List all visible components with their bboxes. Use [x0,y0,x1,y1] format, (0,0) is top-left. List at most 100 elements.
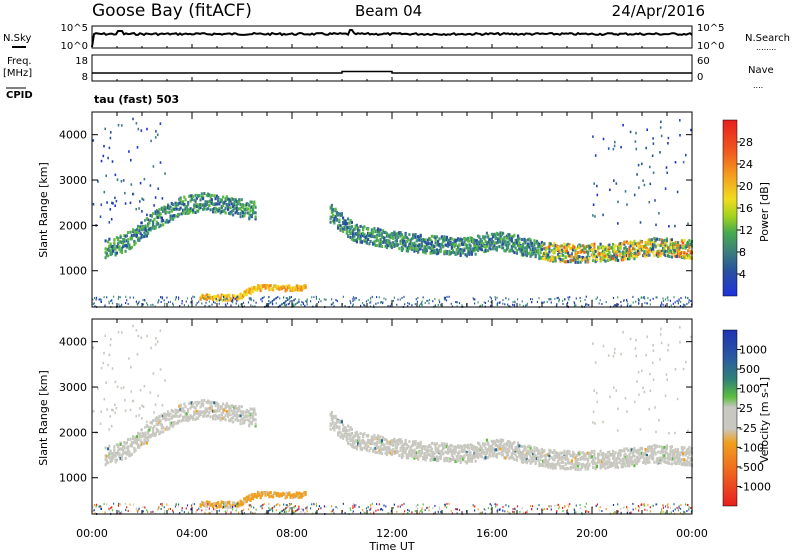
power-echo [390,235,393,239]
velocity-echo [577,464,580,468]
velocity-echo [450,457,453,461]
power-echo [387,305,389,308]
power-echo [670,251,673,255]
power-echo [615,304,617,307]
power-echo [178,201,181,205]
velocity-echo [504,448,507,452]
power-echo [437,303,439,306]
power-echo [669,245,672,249]
velocity-echo [622,462,625,466]
power-echo [667,142,669,145]
velocity-echo [380,447,383,451]
velocity-echo [635,449,638,453]
velocity-echo [425,449,428,453]
velocity-echo [332,414,335,418]
velocity-echo [507,450,510,454]
power-echo [550,249,553,253]
velocity-echo [662,455,665,459]
velocity-echo [167,427,170,431]
power-echo [688,246,691,250]
velocity-echo [453,452,456,456]
power-echo [517,243,520,247]
velocity-echo [543,459,546,462]
power-echo [245,292,248,296]
velocity-echo [439,452,442,456]
velocity-echo [514,453,517,457]
power-echo [554,297,556,300]
power-echo [139,236,142,240]
power-echo [153,204,155,207]
velocity-echo [648,460,651,464]
power-echo [140,221,142,225]
velocity-echo [139,443,142,447]
velocity-echo [617,454,620,458]
power-echo [528,251,531,255]
power-echo [638,299,640,302]
velocity-echo [685,448,688,452]
velocity-echo [657,450,660,454]
velocity-echo [685,450,688,454]
velocity-echo [587,467,590,471]
velocity-echo [584,454,587,458]
power-echo [477,301,479,304]
power-echo [345,226,348,230]
power-echo [588,247,591,251]
velocity-echo [178,408,181,412]
power-echo [456,301,458,304]
power-echo [205,203,208,206]
power-echo [564,298,566,301]
velocity-echo [128,450,131,454]
power-echo [637,249,640,253]
velocity-echo [639,446,642,450]
velocity-echo [279,493,282,497]
power-echo [369,239,372,243]
velocity-echo [122,448,125,452]
velocity-echo [207,399,210,403]
velocity-echo [363,432,366,436]
velocity-echo [513,451,516,455]
velocity-echo [343,432,346,436]
power-echo [657,243,660,247]
power-echo [254,215,257,219]
power-echo [628,253,631,257]
power-echo [463,248,466,252]
power-echo [629,244,632,248]
velocity-echo [250,496,253,500]
power-echo [448,252,451,256]
power-echo [306,303,308,306]
power-echo [535,250,538,254]
velocity-echo [493,448,496,452]
velocity-echo [404,440,407,444]
velocity-echo [437,446,440,450]
velocity-echo [595,462,598,466]
power-echo [679,305,682,307]
power-echo [658,238,661,241]
power-echo [629,252,632,256]
power-echo [115,199,118,203]
power-echo [677,243,680,247]
velocity-echo [254,418,257,422]
velocity-echo [660,445,663,449]
power-echo [207,192,210,196]
power-echo [494,233,497,237]
power-echo [383,236,386,240]
power-echo [207,200,210,204]
velocity-echo [430,450,433,454]
velocity-echo [155,422,158,426]
power-echo [399,239,402,243]
velocity-echo [679,459,682,463]
power-echo [654,239,657,243]
power-echo [286,299,289,301]
velocity-echo [448,457,451,460]
velocity-echo [524,448,527,452]
power-echo [110,131,112,134]
power-echo [662,299,665,302]
power-echo [522,250,525,254]
velocity-echo [458,451,461,455]
power-echo [666,171,668,174]
power-echo [103,144,105,148]
velocity-echo [288,491,291,495]
power-echo [608,243,611,247]
velocity-echo [472,454,475,458]
velocity-echo [639,451,642,455]
